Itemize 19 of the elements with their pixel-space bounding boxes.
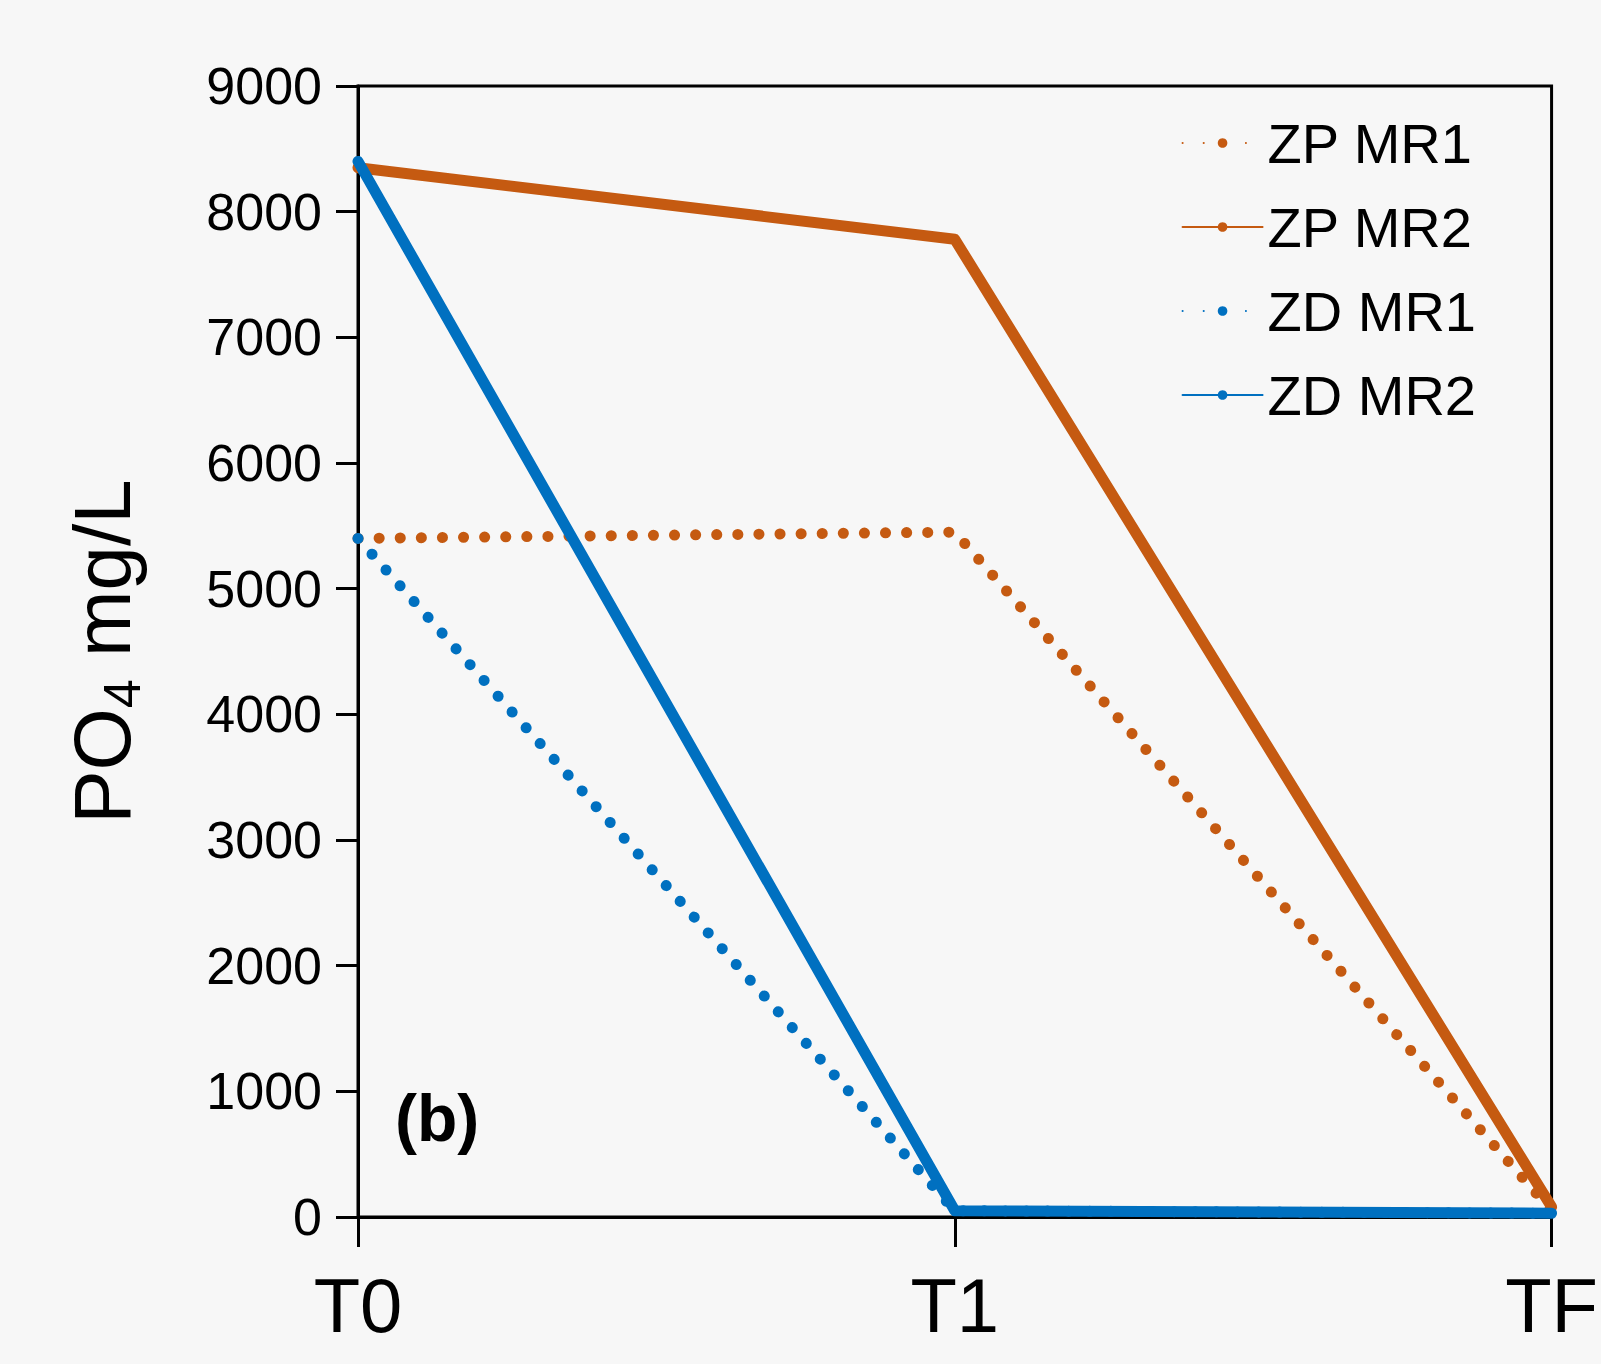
x-tick-label: T0: [313, 1262, 403, 1348]
legend-label: ZD MR2: [1267, 363, 1477, 427]
y-axis-title: PO4 mg/L: [57, 479, 151, 824]
y-tick-label: 3000: [206, 811, 322, 869]
legend-label: ZP MR2: [1267, 195, 1472, 259]
y-tick-label: 2000: [206, 936, 322, 995]
y-tick-label: 5000: [206, 559, 322, 618]
x-tick-label: T1: [910, 1262, 1000, 1348]
x-tick-label: TF: [1505, 1262, 1599, 1348]
y-tick-label: 8000: [206, 182, 322, 241]
y-tick-label: 6000: [206, 434, 322, 492]
y-tick-label: 1000: [206, 1062, 322, 1121]
annotation: (b): [395, 1081, 480, 1155]
y-tick-label: 7000: [206, 308, 322, 367]
legend-label: ZP MR1: [1267, 111, 1472, 175]
y-tick-label: 9000: [206, 57, 322, 115]
y-tick-label: 0: [293, 1188, 322, 1246]
legend-label: ZD MR1: [1267, 279, 1477, 343]
y-tick-label: 4000: [206, 685, 322, 744]
